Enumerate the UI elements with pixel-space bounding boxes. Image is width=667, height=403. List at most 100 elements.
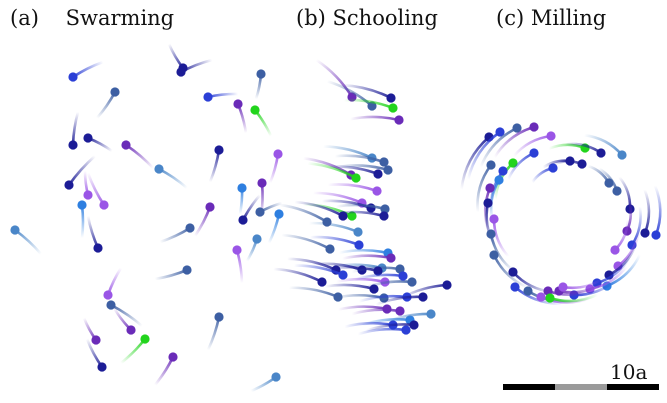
swarm-agent-13 xyxy=(214,145,224,155)
school-agent-7-tail xyxy=(333,154,386,164)
school-agent-42 xyxy=(395,306,405,316)
swarm-agent-31 xyxy=(103,290,113,300)
milling-panel xyxy=(460,122,662,305)
swarm-agent-17-tail xyxy=(86,171,106,207)
swarm-agent-23 xyxy=(237,183,247,193)
school-agent-22 xyxy=(354,240,364,250)
school-agent-42-tail xyxy=(350,308,402,316)
swarm-agent-7 xyxy=(233,99,243,109)
swarm-agent-30 xyxy=(182,265,192,275)
mill-agent-10 xyxy=(498,166,508,176)
mill-agent-27 xyxy=(651,230,661,240)
swarm-agent-20-tail xyxy=(86,214,100,250)
mill-agent-29-tail xyxy=(613,218,630,252)
school-agent-21 xyxy=(325,244,335,254)
panel-a-letter: (a) xyxy=(10,6,39,30)
school-agent-45 xyxy=(409,320,419,330)
school-agent-13-tail xyxy=(326,183,379,193)
school-agent-5 xyxy=(394,115,404,125)
school-agent-7 xyxy=(379,157,389,167)
swarm-agent-8 xyxy=(250,105,260,115)
swarm-agent-22 xyxy=(205,202,215,212)
mill-agent-1-tail xyxy=(460,135,491,191)
school-agent-41 xyxy=(418,292,428,302)
panel-a-title: Swarming xyxy=(65,6,175,30)
swarm-agent-15 xyxy=(64,180,74,190)
mill-agent-15 xyxy=(486,160,496,170)
swarm-agent-2-tail xyxy=(95,90,117,120)
swarm-agent-35-tail xyxy=(119,337,147,365)
swarm-agent-10 xyxy=(83,133,93,143)
swarm-agent-4 xyxy=(178,63,188,73)
swarm-agent-24 xyxy=(257,178,267,188)
swarm-agent-19-tail xyxy=(13,228,43,256)
school-agent-4 xyxy=(388,103,398,113)
scale-bar-label: 10a xyxy=(610,360,648,384)
school-agent-3 xyxy=(386,93,396,103)
panel-b-label: (b) Schooling xyxy=(296,6,438,30)
mill-agent-19 xyxy=(489,214,499,224)
swarm-agent-22-tail xyxy=(193,205,212,238)
school-agent-10 xyxy=(373,169,383,179)
mill-agent-14 xyxy=(577,159,587,169)
school-agent-47 xyxy=(426,309,436,319)
school-agent-33 xyxy=(407,277,417,287)
school-agent-13 xyxy=(372,186,382,196)
scale-segment-1 xyxy=(503,384,555,390)
mill-agent-39 xyxy=(536,292,546,302)
swarm-agent-1 xyxy=(68,72,78,82)
mill-agent-37 xyxy=(510,282,520,292)
swarm-agent-5 xyxy=(256,69,266,79)
mill-agent-2-tail xyxy=(466,130,502,181)
school-agent-9 xyxy=(351,173,361,183)
swarm-agent-14 xyxy=(273,149,283,159)
swarm-agent-12 xyxy=(154,164,164,174)
mill-agent-40 xyxy=(543,286,553,296)
swarm-agent-11-tail xyxy=(124,143,155,170)
swarm-agent-18-tail xyxy=(80,203,85,240)
mill-agent-43 xyxy=(545,293,555,303)
swarm-agent-25 xyxy=(238,215,248,225)
mill-agent-3-tail xyxy=(479,126,519,169)
swarm-agent-11 xyxy=(121,140,131,150)
swarm-agent-9 xyxy=(68,140,78,150)
school-agent-20 xyxy=(322,217,332,227)
swarm-agent-30-tail xyxy=(153,268,189,281)
swarm-agent-16 xyxy=(83,190,93,200)
school-agent-35 xyxy=(442,280,452,290)
school-agent-31 xyxy=(373,266,383,276)
school-agent-46-tail xyxy=(356,327,408,336)
mill-agent-26 xyxy=(640,228,650,238)
mill-agent-23 xyxy=(612,186,622,196)
swarm-agent-20 xyxy=(93,243,103,253)
panel-b-title: Schooling xyxy=(332,6,438,30)
swarm-agent-38 xyxy=(97,362,107,372)
school-agent-24 xyxy=(386,253,396,263)
swarm-agent-37-tail xyxy=(206,315,221,352)
mill-agent-21 xyxy=(489,250,499,260)
mill-agent-2 xyxy=(495,127,505,137)
school-agent-19 xyxy=(353,227,363,237)
school-agent-17 xyxy=(380,204,390,214)
school-agent-34-tail xyxy=(353,273,405,281)
mill-agent-38 xyxy=(523,286,533,296)
swarm-agent-28 xyxy=(252,234,262,244)
panel-c-label: (c) Milling xyxy=(496,6,606,30)
mill-agent-29 xyxy=(610,245,620,255)
mill-agent-11 xyxy=(529,148,539,158)
mill-agent-7 xyxy=(596,148,606,158)
school-agent-5-tail xyxy=(348,115,401,122)
mill-agent-26-tail xyxy=(643,188,651,235)
mill-agent-18 xyxy=(483,198,493,208)
school-agent-15 xyxy=(347,211,357,221)
school-agent-32-tail xyxy=(334,277,387,284)
swarm-agent-33 xyxy=(126,325,136,335)
scale-segment-3 xyxy=(607,384,659,390)
swarm-agent-1-tail xyxy=(71,60,105,79)
swarm-agent-29-tail xyxy=(235,248,244,285)
swarm-agent-36 xyxy=(168,352,178,362)
swarm-agent-19 xyxy=(10,225,20,235)
school-agent-34 xyxy=(398,271,408,281)
swarm-agent-6 xyxy=(203,92,213,102)
swarm-agent-27 xyxy=(274,209,284,219)
